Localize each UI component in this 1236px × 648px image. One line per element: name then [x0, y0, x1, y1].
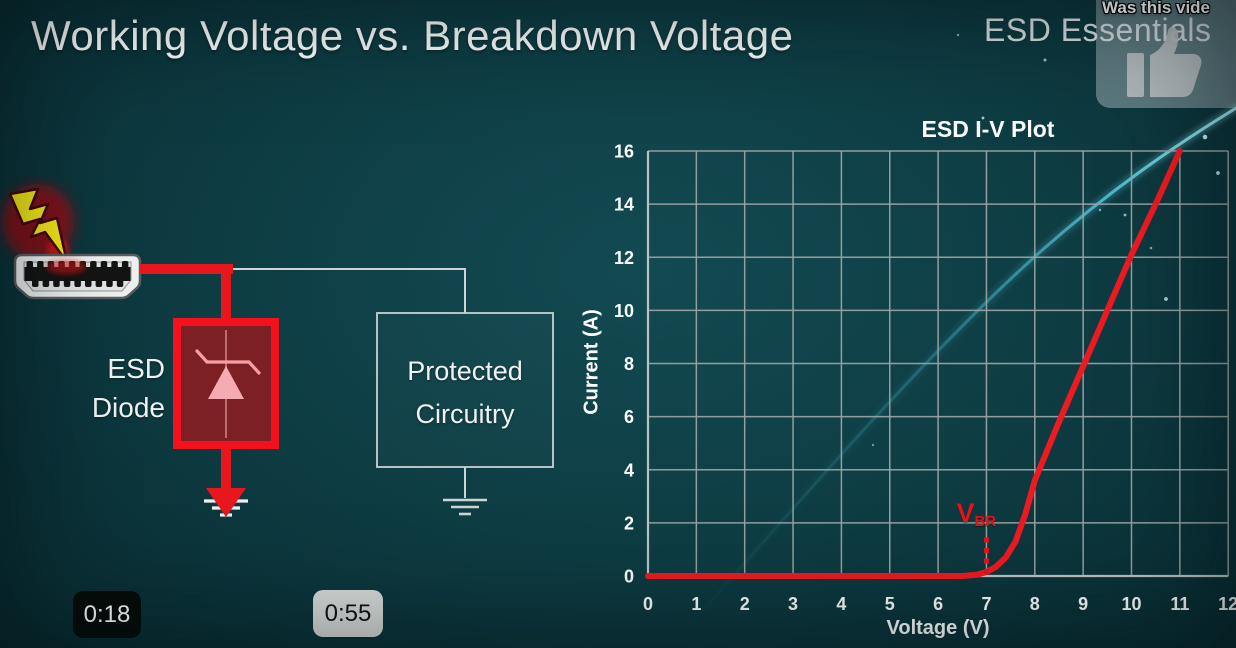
video-question-text: Was this vide	[1102, 0, 1211, 17]
timestamp-chip-1[interactable]: 0:18	[73, 591, 141, 638]
timestamp-chip-2[interactable]: 0:55	[313, 590, 383, 637]
svg-text:6: 6	[624, 407, 634, 427]
svg-text:3: 3	[788, 594, 798, 614]
vbr-subscript: BR	[974, 512, 997, 530]
esd-diode-label: ESD Diode	[60, 349, 165, 427]
breakdown-voltage-annotation: VBR	[956, 498, 996, 530]
esd-diode-box	[173, 318, 279, 449]
slide-title: Working Voltage vs. Breakdown Voltage	[31, 12, 794, 59]
protected-label-line2: Circuitry	[415, 399, 515, 429]
current-to-ground-arrow	[206, 445, 246, 517]
svg-text:2: 2	[624, 513, 634, 533]
svg-text:12: 12	[1218, 594, 1236, 614]
gray-signal-wire	[233, 268, 466, 313]
svg-text:0: 0	[643, 594, 653, 614]
thumbs-up-icon[interactable]	[1122, 24, 1210, 102]
zener-diode-icon	[195, 349, 261, 399]
svg-text:16: 16	[614, 142, 634, 162]
svg-text:2: 2	[740, 594, 750, 614]
svg-text:4: 4	[836, 594, 846, 614]
lightning-bolt-icon	[8, 187, 69, 264]
svg-text:10: 10	[614, 301, 634, 321]
svg-text:11: 11	[1170, 594, 1189, 614]
chart-title: ESD I-V Plot	[921, 116, 1055, 142]
svg-text:0: 0	[624, 567, 634, 587]
svg-text:14: 14	[614, 195, 634, 215]
protected-circuitry-label: Protected Circuitry	[377, 350, 553, 436]
svg-text:8: 8	[624, 354, 634, 374]
x-axis-label: Voltage (V)	[886, 617, 990, 639]
svg-text:6: 6	[933, 594, 943, 614]
protected-label-line1: Protected	[407, 356, 523, 386]
ground-symbol-protected	[443, 498, 487, 516]
red-signal-wire	[140, 264, 233, 274]
svg-text:12: 12	[614, 248, 634, 268]
svg-text:4: 4	[624, 460, 634, 480]
svg-text:10: 10	[1121, 594, 1141, 614]
esd-diode-label-line1: ESD	[107, 353, 165, 384]
svg-text:9: 9	[1078, 594, 1088, 614]
svg-text:7: 7	[981, 594, 991, 614]
hdmi-connector-icon	[13, 253, 142, 300]
esd-diode-label-line2: Diode	[91, 392, 165, 423]
vbr-symbol: V	[956, 497, 975, 528]
svg-text:1: 1	[691, 594, 701, 614]
svg-text:5: 5	[885, 594, 895, 614]
svg-text:8: 8	[1030, 594, 1040, 614]
